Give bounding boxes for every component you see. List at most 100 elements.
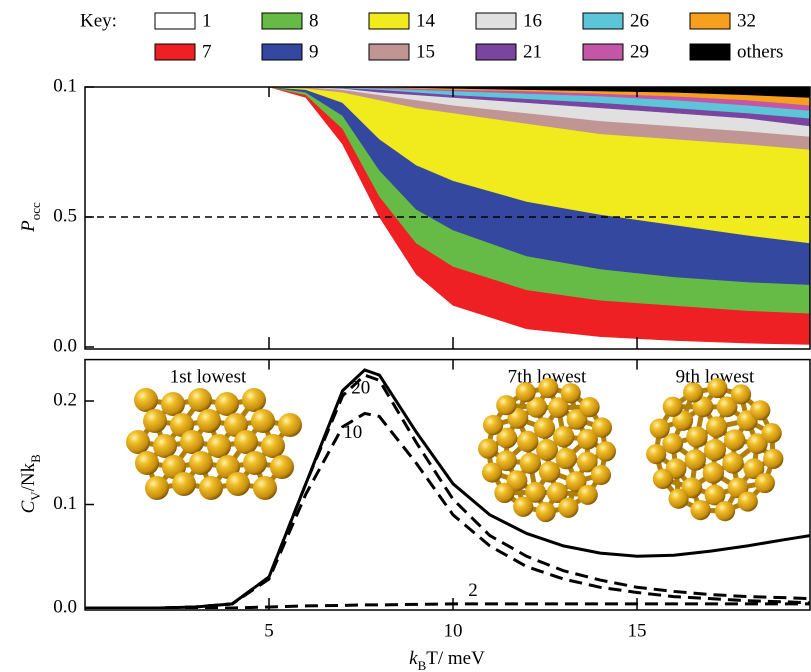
y-tick-label: 0.5 xyxy=(53,205,77,226)
atom xyxy=(519,452,542,474)
legend-label: 32 xyxy=(737,10,756,31)
atom xyxy=(577,428,598,450)
atom xyxy=(730,384,752,405)
legend-label: others xyxy=(737,41,783,62)
atom xyxy=(215,392,239,416)
atom xyxy=(761,423,782,444)
atom xyxy=(535,501,556,523)
legend-swatch xyxy=(368,12,410,30)
atom xyxy=(538,377,559,399)
atom xyxy=(482,462,503,483)
atom xyxy=(496,427,518,449)
atom xyxy=(704,484,726,506)
legend-label: 1 xyxy=(202,10,212,31)
atom xyxy=(704,439,726,461)
legend-swatch xyxy=(689,43,731,61)
legend-title: Key: xyxy=(80,10,117,31)
atom xyxy=(652,468,673,490)
atom xyxy=(478,438,499,459)
plot-frame xyxy=(84,86,811,350)
label-part: /Nk xyxy=(18,462,39,491)
atom xyxy=(525,481,546,503)
label-part: k xyxy=(409,648,418,669)
atom xyxy=(517,430,539,453)
legend-label: 14 xyxy=(416,10,436,31)
y-tick-label: 0.1 xyxy=(53,493,77,514)
atom xyxy=(134,388,158,412)
atom xyxy=(591,417,612,438)
legend-swatch xyxy=(689,12,731,30)
atom xyxy=(180,430,204,454)
atom xyxy=(234,430,258,454)
label-part: T/ meV xyxy=(426,648,485,669)
atom xyxy=(552,426,575,448)
x-axis-label: kBT/ meV xyxy=(409,648,485,672)
atom xyxy=(536,439,558,461)
atom xyxy=(243,451,267,475)
atom xyxy=(270,455,294,479)
legend-swatch xyxy=(582,43,624,61)
atom xyxy=(513,496,534,517)
atom xyxy=(686,426,708,448)
y-axis-label: Pocc xyxy=(18,202,43,233)
label-part: C xyxy=(18,500,39,513)
y-axis-label: CV/NkB xyxy=(18,454,43,514)
atom xyxy=(579,397,600,418)
atom xyxy=(199,476,223,500)
atom xyxy=(506,470,528,492)
atom xyxy=(595,441,616,462)
atom xyxy=(555,447,577,470)
atom xyxy=(750,400,771,421)
atom xyxy=(590,464,612,486)
label-part: occ xyxy=(28,202,43,220)
atom xyxy=(526,396,548,418)
y-tick-label: 0.0 xyxy=(53,335,77,356)
atom xyxy=(754,472,775,494)
atom xyxy=(153,434,177,458)
cluster xyxy=(478,377,616,523)
atom xyxy=(576,451,598,473)
atom xyxy=(278,413,302,437)
atom xyxy=(143,409,167,433)
atom xyxy=(548,397,569,419)
legend-swatch xyxy=(368,43,410,61)
structure-caption: 9th lowest xyxy=(676,366,755,387)
legend-label: 16 xyxy=(523,10,542,31)
atom xyxy=(707,377,728,399)
atom xyxy=(684,449,706,471)
y-tick-label: 0.1 xyxy=(53,75,77,96)
atom xyxy=(668,488,689,509)
atom xyxy=(253,476,277,500)
line-label: 2 xyxy=(468,580,478,601)
x-tick-label: 10 xyxy=(444,620,463,641)
atom xyxy=(242,388,266,412)
atom xyxy=(161,392,185,416)
legend-swatch xyxy=(154,43,196,61)
legend-swatch xyxy=(475,43,517,61)
atom xyxy=(172,472,196,496)
legend-label: 15 xyxy=(416,41,435,62)
atom xyxy=(763,448,784,469)
legend-label: 29 xyxy=(630,41,649,62)
x-tick-label: 15 xyxy=(628,620,647,641)
area xyxy=(85,87,810,98)
atom xyxy=(577,484,598,505)
structure-caption: 1st lowest xyxy=(170,366,247,387)
legend-swatch xyxy=(582,12,624,30)
atom xyxy=(251,409,275,433)
atom xyxy=(135,451,159,475)
cluster xyxy=(126,388,302,500)
atom xyxy=(507,408,529,429)
structure-caption: 7th lowest xyxy=(508,366,587,387)
line-label: 10 xyxy=(343,422,362,443)
label-part: V xyxy=(28,491,43,501)
line-label: 20 xyxy=(351,377,370,398)
legend-swatch xyxy=(261,12,303,30)
areas xyxy=(85,87,810,347)
atom xyxy=(560,383,581,404)
atom xyxy=(566,408,588,430)
atom xyxy=(746,433,768,455)
atom xyxy=(515,382,536,403)
